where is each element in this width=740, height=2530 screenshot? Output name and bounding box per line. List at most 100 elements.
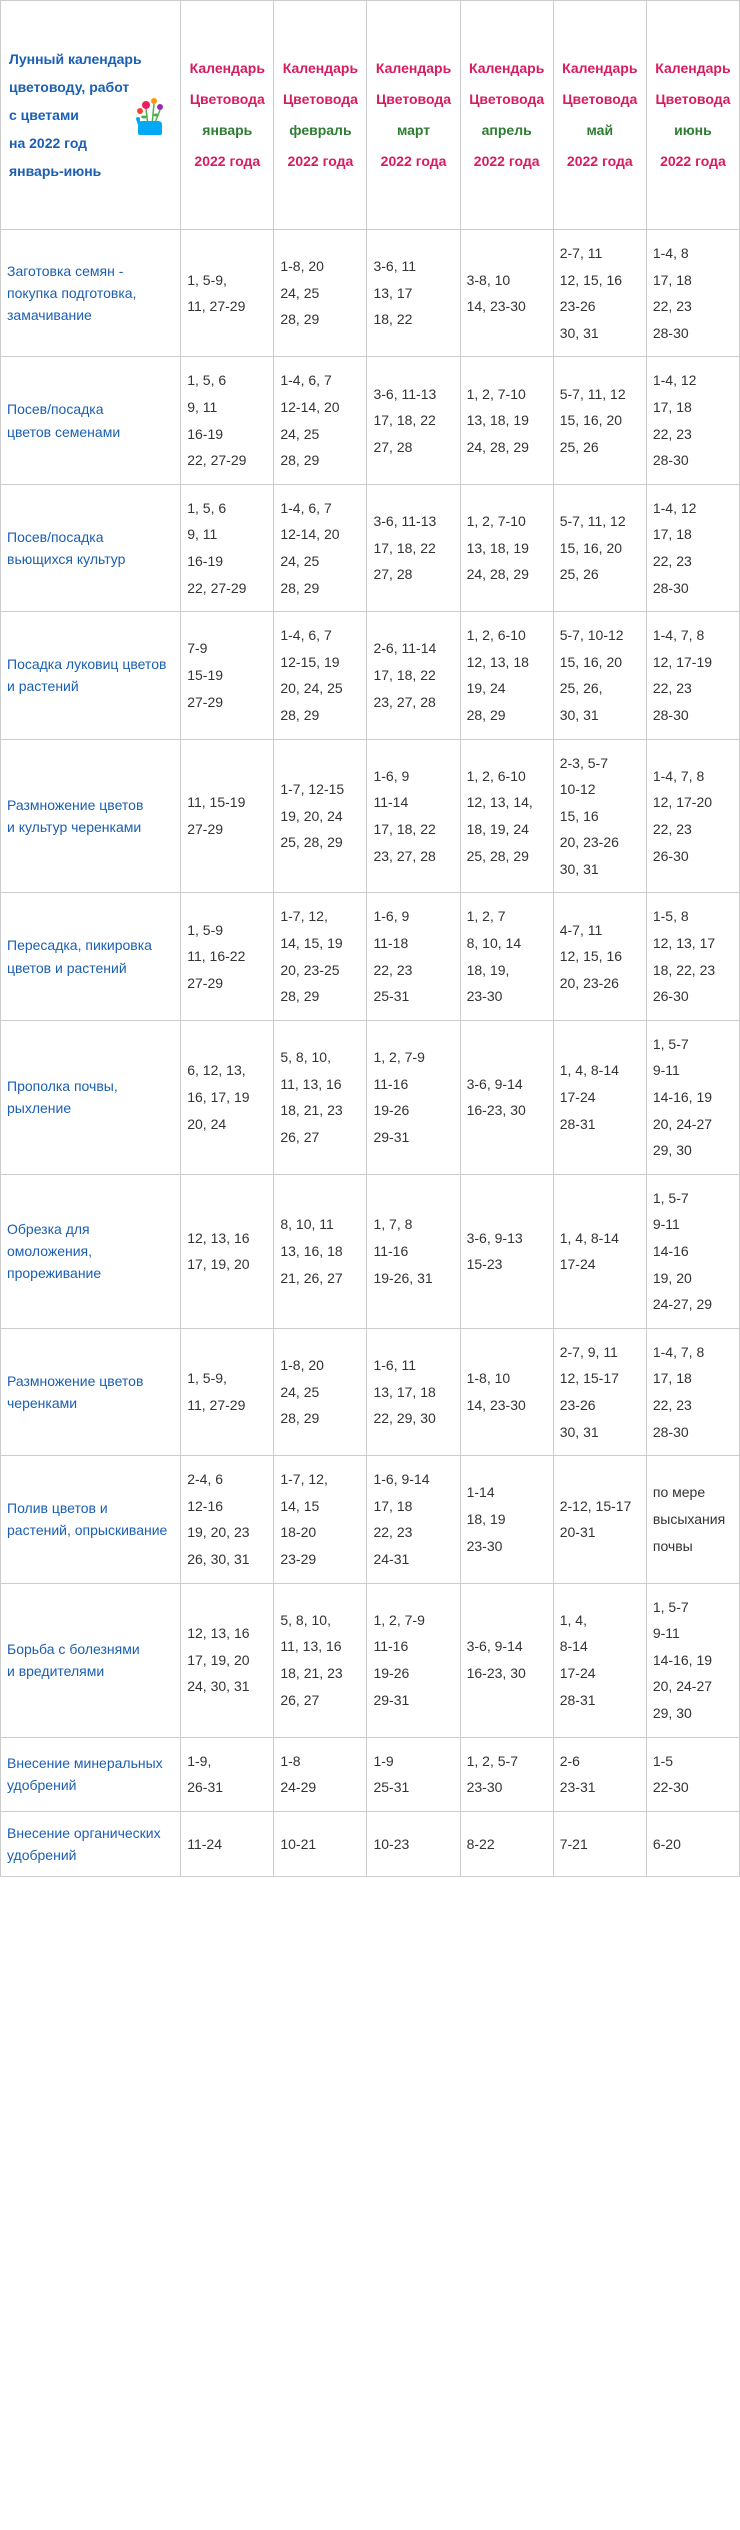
header-month-jun: Календарь Цветовода июнь 2022 года xyxy=(646,1,739,230)
header-month-may: Календарь Цветовода май 2022 года xyxy=(553,1,646,230)
date-cell: 5-7, 10-12 15, 16, 20 25, 26, 30, 31 xyxy=(553,612,646,739)
date-cell: 3-6, 11-13 17, 18, 22 27, 28 xyxy=(367,484,460,611)
date-cell: 1-14 18, 19 23-30 xyxy=(460,1456,553,1583)
date-cell: 7-21 xyxy=(553,1811,646,1877)
hdr-yr: 2022 года xyxy=(185,146,269,177)
date-cell: 1, 2, 6-10 12, 13, 14, 18, 19, 24 25, 28… xyxy=(460,739,553,893)
activity-cell: Размножение цветов черенками xyxy=(1,1328,181,1455)
hdr-cv: Цветовода xyxy=(278,84,362,115)
header-month-feb: Календарь Цветовода февраль 2022 года xyxy=(274,1,367,230)
hdr-mon: январь xyxy=(185,115,269,146)
date-cell: 1-4, 6, 7 12-15, 19 20, 24, 25 28, 29 xyxy=(274,612,367,739)
date-cell: 1, 4, 8-14 17-24 28-31 xyxy=(553,1020,646,1174)
date-cell: 10-21 xyxy=(274,1811,367,1877)
hdr-cv: Цветовода xyxy=(651,84,735,115)
date-cell: 1, 5-9, 11, 27-29 xyxy=(181,1328,274,1455)
date-cell: 1, 2, 7-10 13, 18, 19 24, 28, 29 xyxy=(460,484,553,611)
date-cell: 1-8, 20 24, 25 28, 29 xyxy=(274,230,367,357)
date-cell: 12, 13, 16 17, 19, 20 24, 30, 31 xyxy=(181,1583,274,1737)
date-cell: 3-6, 11-13 17, 18, 22 27, 28 xyxy=(367,357,460,484)
date-cell: 3-6, 9-14 16-23, 30 xyxy=(460,1020,553,1174)
date-cell: 1-6, 9 11-14 17, 18, 22 23, 27, 28 xyxy=(367,739,460,893)
date-cell: 2-6, 11-14 17, 18, 22 23, 27, 28 xyxy=(367,612,460,739)
date-cell: 1-6, 9-14 17, 18 22, 23 24-31 xyxy=(367,1456,460,1583)
activity-cell: Посадка луковиц цветов и растений xyxy=(1,612,181,739)
hdr-mon: май xyxy=(558,115,642,146)
date-cell: 1-4, 7, 8 12, 17-20 22, 23 26-30 xyxy=(646,739,739,893)
date-cell: 11-24 xyxy=(181,1811,274,1877)
date-cell: 5-7, 11, 12 15, 16, 20 25, 26 xyxy=(553,357,646,484)
date-cell: 1-8 24-29 xyxy=(274,1737,367,1811)
date-cell: 2-7, 9, 11 12, 15-17 23-26 30, 31 xyxy=(553,1328,646,1455)
table-row: Заготовка семян - покупка подготовка, за… xyxy=(1,230,740,357)
date-cell: 1, 2, 7-9 11-16 19-26 29-31 xyxy=(367,1583,460,1737)
activity-cell: Внесение органических удобрений xyxy=(1,1811,181,1877)
hdr-cv: Цветовода xyxy=(371,84,455,115)
table-row: Борьба с болезнями и вредителями12, 13, … xyxy=(1,1583,740,1737)
table-row: Внесение органических удобрений11-2410-2… xyxy=(1,1811,740,1877)
date-cell: 3-6, 9-14 16-23, 30 xyxy=(460,1583,553,1737)
activity-cell: Прополка почвы, рыхление xyxy=(1,1020,181,1174)
date-cell: 1-4, 6, 7 12-14, 20 24, 25 28, 29 xyxy=(274,357,367,484)
date-cell: 5-7, 11, 12 15, 16, 20 25, 26 xyxy=(553,484,646,611)
table-row: Посев/посадка вьющихся культур1, 5, 6 9,… xyxy=(1,484,740,611)
date-cell: 5, 8, 10, 11, 13, 16 18, 21, 23 26, 27 xyxy=(274,1020,367,1174)
hdr-mon: февраль xyxy=(278,115,362,146)
date-cell: 2-6 23-31 xyxy=(553,1737,646,1811)
table-row: Обрезка для омоложения, прореживание12, … xyxy=(1,1174,740,1328)
date-cell: 1, 5, 6 9, 11 16-19 22, 27-29 xyxy=(181,357,274,484)
activity-cell: Обрезка для омоложения, прореживание xyxy=(1,1174,181,1328)
date-cell: 3-8, 10 14, 23-30 xyxy=(460,230,553,357)
activity-cell: Посев/посадка цветов семенами xyxy=(1,357,181,484)
hdr-yr: 2022 года xyxy=(465,146,549,177)
date-cell: 1-5 22-30 xyxy=(646,1737,739,1811)
hdr-yr: 2022 года xyxy=(651,146,735,177)
date-cell: 1-4, 12 17, 18 22, 23 28-30 xyxy=(646,484,739,611)
table-row: Размножение цветов и культур черенками11… xyxy=(1,739,740,893)
activity-cell: Посев/посадка вьющихся культур xyxy=(1,484,181,611)
date-cell: 1-7, 12, 14, 15, 19 20, 23-25 28, 29 xyxy=(274,893,367,1020)
date-cell: 1-6, 11 13, 17, 18 22, 29, 30 xyxy=(367,1328,460,1455)
activity-cell: Пересадка, пикировка цветов и растений xyxy=(1,893,181,1020)
date-cell: 8-22 xyxy=(460,1811,553,1877)
table-row: Внесение минеральных удобрений1-9, 26-31… xyxy=(1,1737,740,1811)
date-cell: 1-9, 26-31 xyxy=(181,1737,274,1811)
date-cell: 6-20 xyxy=(646,1811,739,1877)
hdr-cal: Календарь xyxy=(278,53,362,84)
date-cell: 1, 2, 6-10 12, 13, 18 19, 24 28, 29 xyxy=(460,612,553,739)
title-text: Лунный календарь цветоводу, работ с цвет… xyxy=(9,51,142,179)
header-row: Лунный календарь цветоводу, работ с цвет… xyxy=(1,1,740,230)
table-row: Пересадка, пикировка цветов и растений 1,… xyxy=(1,893,740,1020)
date-cell: 12, 13, 16 17, 19, 20 xyxy=(181,1174,274,1328)
date-cell: 3-6, 9-13 15-23 xyxy=(460,1174,553,1328)
calendar-table: Лунный календарь цветоводу, работ с цвет… xyxy=(0,0,740,1877)
hdr-cal: Календарь xyxy=(465,53,549,84)
activity-cell: Заготовка семян - покупка подготовка, за… xyxy=(1,230,181,357)
date-cell: 1-4, 12 17, 18 22, 23 28-30 xyxy=(646,357,739,484)
table-row: Прополка почвы, рыхление6, 12, 13, 16, 1… xyxy=(1,1020,740,1174)
date-cell: 10-23 xyxy=(367,1811,460,1877)
date-cell: 1, 5-7 9-11 14-16 19, 20 24-27, 29 xyxy=(646,1174,739,1328)
date-cell: 1, 7, 8 11-16 19-26, 31 xyxy=(367,1174,460,1328)
header-month-mar: Календарь Цветовода март 2022 года xyxy=(367,1,460,230)
table-row: Посадка луковиц цветов и растений7-9 15-… xyxy=(1,612,740,739)
hdr-yr: 2022 года xyxy=(558,146,642,177)
date-cell: 1-4, 7, 8 17, 18 22, 23 28-30 xyxy=(646,1328,739,1455)
activity-cell: Внесение минеральных удобрений xyxy=(1,1737,181,1811)
hdr-yr: 2022 года xyxy=(278,146,362,177)
hdr-cv: Цветовода xyxy=(185,84,269,115)
date-cell: 1, 2, 5-7 23-30 xyxy=(460,1737,553,1811)
date-cell: 5, 8, 10, 11, 13, 16 18, 21, 23 26, 27 xyxy=(274,1583,367,1737)
hdr-mon: апрель xyxy=(465,115,549,146)
table-row: Размножение цветов черенками1, 5-9, 11, … xyxy=(1,1328,740,1455)
date-cell: 4-7, 11 12, 15, 16 20, 23-26 xyxy=(553,893,646,1020)
date-cell: 1-4, 7, 8 12, 17-19 22, 23 28-30 xyxy=(646,612,739,739)
date-cell: 1-4, 6, 7 12-14, 20 24, 25 28, 29 xyxy=(274,484,367,611)
header-month-apr: Календарь Цветовода апрель 2022 года xyxy=(460,1,553,230)
date-cell: 1, 2, 7 8, 10, 14 18, 19, 23-30 xyxy=(460,893,553,1020)
hdr-cal: Календарь xyxy=(558,53,642,84)
date-cell: по мере высыхания почвы xyxy=(646,1456,739,1583)
date-cell: 1, 2, 7-10 13, 18, 19 24, 28, 29 xyxy=(460,357,553,484)
date-cell: 2-12, 15-17 20-31 xyxy=(553,1456,646,1583)
hdr-mon: март xyxy=(371,115,455,146)
